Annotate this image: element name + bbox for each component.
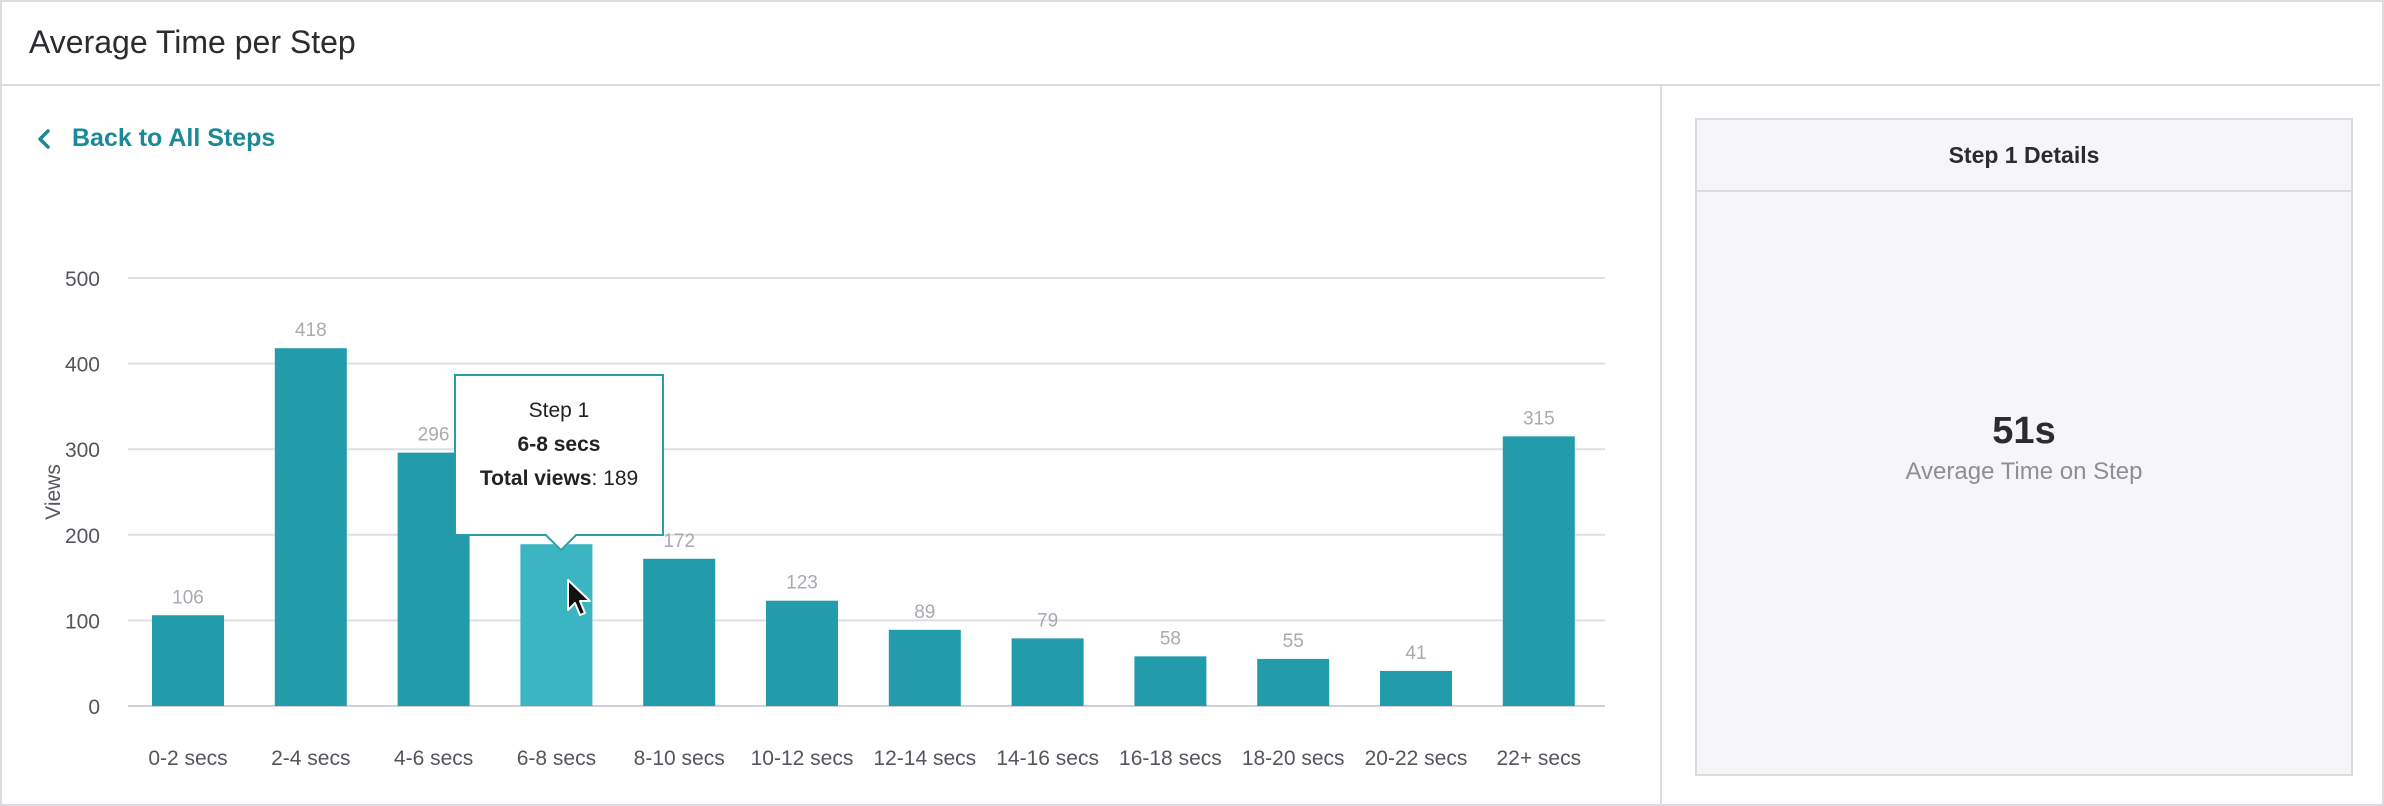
x-tick-label: 20-22 secs <box>1365 747 1468 770</box>
bar-value-label: 315 <box>1523 408 1555 429</box>
x-tick-label: 2-4 secs <box>271 747 350 770</box>
tooltip-views-value: : 189 <box>591 467 639 490</box>
bar[interactable] <box>274 348 347 706</box>
x-tick-label: 6-8 secs <box>517 747 596 770</box>
y-tick-label: 300 <box>65 439 100 462</box>
bar-value-label: 79 <box>1037 610 1058 631</box>
x-tick-label: 4-6 secs <box>394 747 473 770</box>
y-tick-label: 100 <box>65 610 100 633</box>
y-tick-label: 0 <box>88 696 100 719</box>
y-tick-label: 200 <box>65 525 100 548</box>
average-time-value: 51s <box>1992 410 2056 452</box>
chevron-left-icon <box>38 128 50 149</box>
y-axis-label: Views <box>42 464 65 520</box>
bar[interactable] <box>1380 670 1452 706</box>
back-link-label: Back to All Steps <box>72 124 276 152</box>
chart-tooltip: Step 1 6-8 secs Total views: 189 <box>454 374 664 552</box>
x-tick-label: 16-18 secs <box>1119 747 1222 770</box>
bar[interactable] <box>643 558 716 706</box>
tooltip-views-label: Total views <box>479 467 592 490</box>
bar-value-label: 41 <box>1405 643 1426 664</box>
bar[interactable] <box>1257 658 1330 706</box>
x-tick-label: 12-14 secs <box>873 747 976 770</box>
average-time-label: Average Time on Step <box>1905 458 2143 485</box>
bar-value-label: 58 <box>1160 628 1181 649</box>
x-tick-label: 8-10 secs <box>634 747 725 770</box>
x-tick-label: 18-20 secs <box>1242 747 1345 770</box>
step-details-heading: Step 1 Details <box>1697 120 2351 192</box>
tooltip-title: Step 1 <box>528 399 590 422</box>
back-to-all-steps-link[interactable]: Back to All Steps <box>34 124 275 153</box>
bar-value-label: 172 <box>663 531 695 552</box>
y-tick-label: 500 <box>65 268 100 291</box>
chart-pane: Back to All Steps <box>0 86 1662 804</box>
x-tick-label: 14-16 secs <box>996 747 1099 770</box>
y-tick-label: 400 <box>65 354 100 377</box>
bar[interactable] <box>520 544 593 706</box>
bar-value-label: 106 <box>172 587 204 608</box>
bar[interactable] <box>1502 436 1575 706</box>
bar-value-label: 123 <box>786 573 818 594</box>
bar-value-label: 296 <box>418 425 450 446</box>
bar[interactable] <box>152 615 224 706</box>
bar[interactable] <box>1011 638 1084 706</box>
bar[interactable] <box>888 629 961 706</box>
step-details-panel: Step 1 Details 51s Average Time on Step <box>1695 118 2353 776</box>
page-title: Average Time per Step <box>29 24 356 60</box>
bar-value-label: 55 <box>1283 631 1304 652</box>
bar-value-label: 418 <box>295 320 327 341</box>
time-per-step-bar-chart: 0 100 200 300 400 500 Views 106 0-2 secs 418 2-4 s… <box>42 268 1605 770</box>
tooltip-category: 6-8 secs <box>517 433 601 456</box>
mouse-pointer-icon <box>567 579 591 616</box>
bar[interactable] <box>1134 656 1207 706</box>
bar-value-label: 89 <box>914 602 935 623</box>
x-tick-label: 10-12 secs <box>751 747 854 770</box>
panel-header: Average Time per Step <box>0 0 2380 86</box>
x-tick-label: 22+ secs <box>1496 747 1581 770</box>
bar[interactable] <box>766 600 838 706</box>
x-tick-label: 0-2 secs <box>148 747 227 770</box>
